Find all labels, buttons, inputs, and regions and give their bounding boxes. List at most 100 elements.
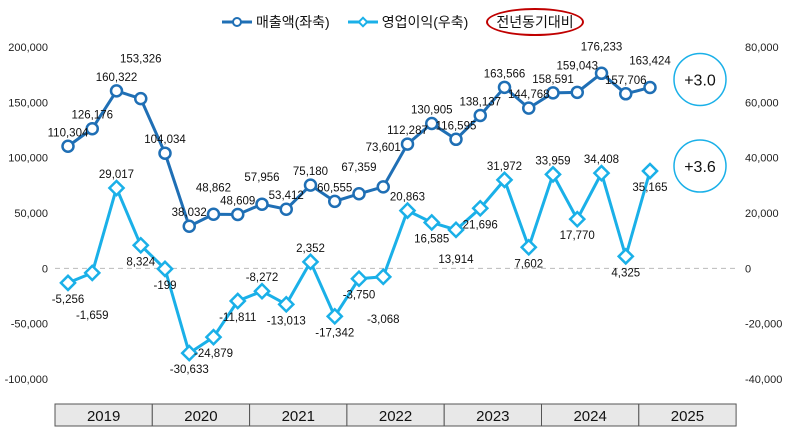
profit-point [107, 179, 126, 197]
left-axis-tick: -50,000 [11, 319, 48, 331]
revenue-point [400, 137, 415, 151]
profit-data-label: 20,863 [390, 192, 425, 204]
profit-data-label: -1,659 [76, 310, 109, 322]
revenue-data-label: 38,032 [172, 207, 207, 219]
legend-profit-label: 영업이익(우축) [381, 14, 469, 30]
revenue-data-label: 104,034 [144, 134, 186, 146]
profit-data-label: 29,017 [99, 169, 134, 181]
right-axis-tick: -40,000 [745, 374, 782, 386]
profit-data-label: -3,068 [367, 314, 400, 326]
profit-point [204, 328, 223, 347]
profit-data-label: 31,972 [487, 161, 522, 173]
revenue-data-label: 53,412 [269, 190, 304, 202]
revenue-point [206, 207, 221, 222]
left-axis-tick: 50,000 [14, 208, 48, 220]
profit-data-label: 33,959 [535, 155, 570, 167]
right-axis-tick: 0 [745, 263, 751, 275]
profit-point [180, 344, 199, 362]
profit-point [398, 201, 417, 220]
revenue-data-label: 60,555 [317, 182, 352, 194]
profit-point [277, 295, 296, 314]
year-label: 2022 [379, 408, 412, 425]
revenue-line-icon [222, 17, 252, 27]
yoy-badge-circle [673, 52, 727, 107]
profit-point [447, 220, 465, 239]
revenue-data-label: 163,424 [629, 55, 671, 67]
profit-data-label: -30,633 [170, 364, 209, 376]
revenue-data-label: 153,326 [120, 54, 162, 66]
profit-data-label: 16,585 [414, 233, 449, 245]
revenue-point [109, 84, 124, 98]
profit-point [616, 247, 635, 266]
revenue-point [61, 139, 75, 154]
revenue-point [85, 121, 99, 136]
profit-data-label: 2,352 [296, 243, 325, 255]
profit-data-label: -3,750 [343, 290, 376, 302]
revenue-point [570, 85, 584, 100]
profit-point [568, 210, 587, 229]
profit-data-label: -11,811 [219, 312, 256, 324]
profit-data-label: -8,272 [246, 272, 279, 284]
profit-data-label: 34,408 [584, 154, 619, 166]
revenue-point [158, 146, 172, 160]
profit-data-label: -5,256 [52, 294, 85, 306]
revenue-point [619, 87, 633, 101]
revenue-data-label: 138,137 [459, 96, 501, 108]
year-label: 2019 [87, 408, 120, 425]
legend-revenue-label: 매출액(좌축) [256, 14, 330, 30]
profit-point [495, 171, 514, 189]
profit-data-label: 21,696 [463, 219, 498, 231]
profit-point [325, 307, 344, 326]
profit-data-label: -13,013 [267, 315, 306, 327]
profit-point [641, 162, 659, 180]
revenue-point [643, 80, 657, 95]
revenue-data-label: 75,180 [293, 166, 328, 178]
profit-data-label: -24,879 [194, 348, 233, 360]
profit-point [131, 236, 150, 255]
revenue-point [352, 187, 366, 201]
revenue-data-label: 176,233 [581, 41, 623, 53]
legend-profit: 영업이익(우축) [347, 12, 469, 32]
year-label: 2023 [476, 408, 509, 425]
legend-yoy-label: 전년동기대비 [486, 8, 584, 36]
left-axis-tick: 0 [42, 263, 48, 275]
revenue-point [473, 108, 487, 123]
profit-point [422, 213, 441, 232]
profit-data-label: -17,342 [315, 327, 354, 339]
yoy-badge-circle [673, 139, 727, 193]
year-label: 2020 [184, 408, 217, 425]
profit-line-icon [347, 16, 378, 28]
yoy-badge-text: +3.0 [684, 72, 716, 89]
revenue-data-label: 144,768 [508, 89, 550, 101]
profit-point [83, 264, 102, 282]
profit-point [592, 164, 611, 182]
profit-data-label: 35,165 [632, 182, 667, 194]
right-axis-tick: -20,000 [745, 319, 782, 331]
yoy-badge-text: +3.6 [684, 159, 716, 176]
right-axis-tick: 60,000 [745, 97, 779, 109]
legend-revenue: 매출액(좌축) [222, 12, 330, 32]
profit-point [228, 292, 247, 310]
revenue-point [449, 132, 463, 147]
profit-point [519, 238, 538, 257]
profit-data-label: 7,602 [514, 258, 543, 270]
profit-point [253, 282, 271, 301]
revenue-data-label: 48,609 [220, 196, 255, 208]
revenue-data-label: 48,862 [196, 182, 231, 194]
left-axis-tick: 100,000 [8, 153, 48, 165]
year-cell [638, 403, 737, 427]
profit-point [301, 252, 320, 271]
left-axis-tick: -100,000 [5, 374, 48, 386]
revenue-point [279, 202, 293, 216]
revenue-point [255, 197, 269, 211]
right-axis-tick: 80,000 [745, 42, 779, 54]
revenue-data-label: 57,956 [244, 172, 279, 184]
revenue-point [522, 101, 536, 115]
profit-data-label: 13,914 [438, 254, 474, 266]
revenue-point [376, 180, 390, 194]
revenue-data-label: 157,706 [605, 75, 647, 87]
profit-data-label: -199 [153, 280, 176, 292]
revenue-point [303, 178, 318, 192]
revenue-data-label: 126,176 [71, 110, 113, 122]
